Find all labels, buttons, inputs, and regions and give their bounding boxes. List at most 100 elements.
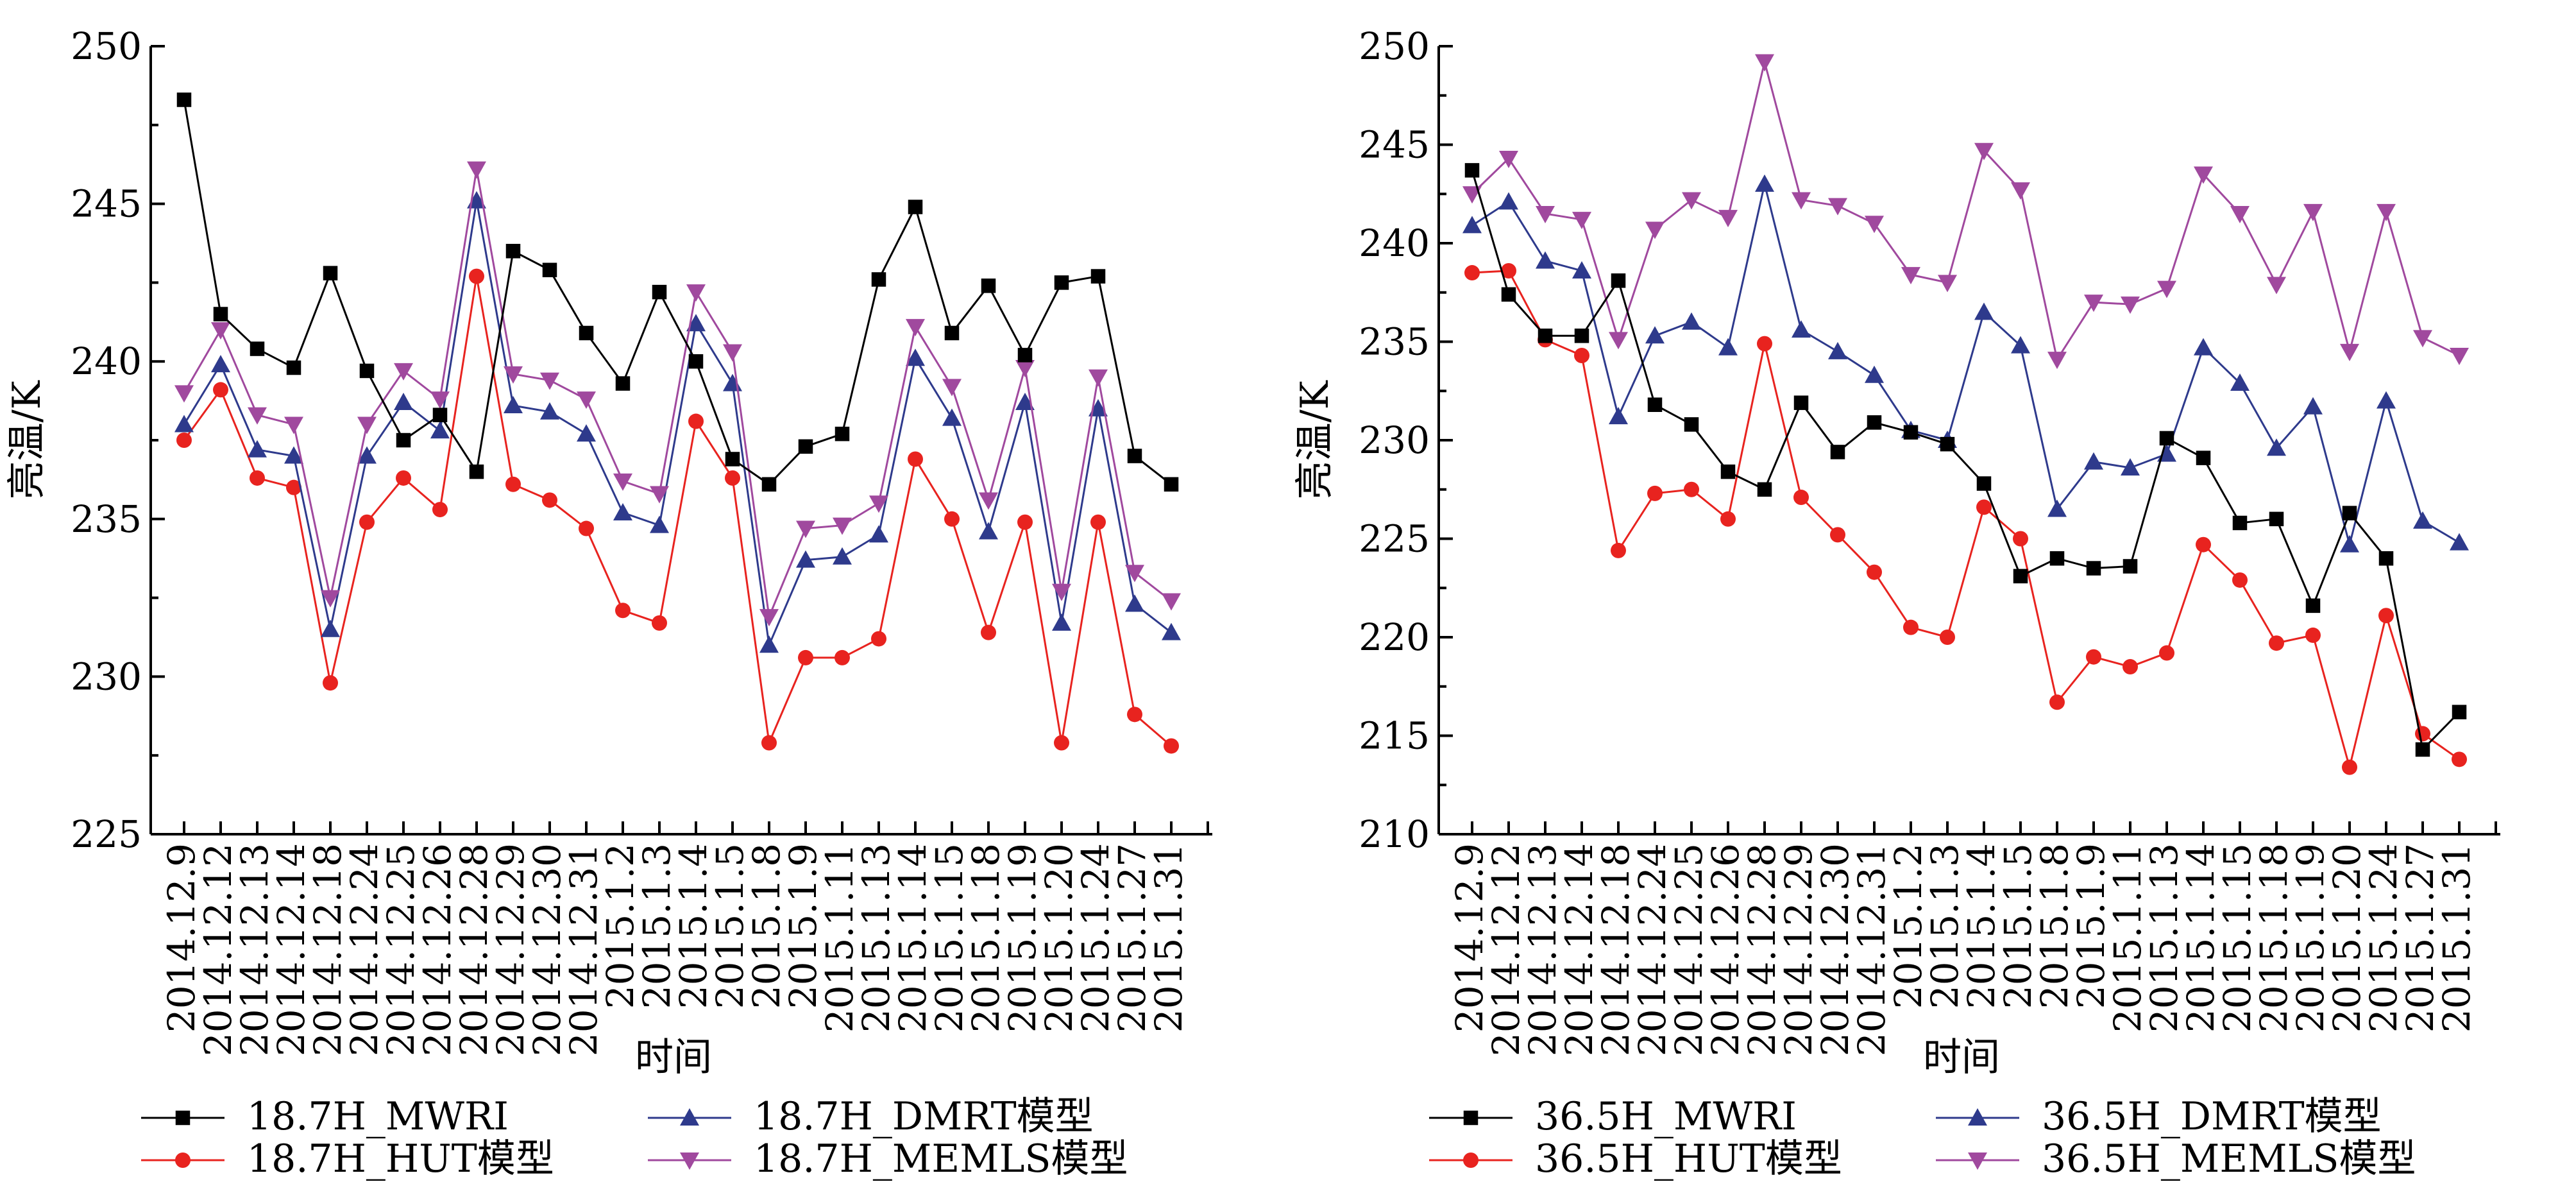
data-point	[2413, 330, 2432, 348]
data-point	[2011, 182, 2030, 200]
data-point	[1572, 261, 1591, 278]
legend-marker	[680, 1108, 699, 1126]
data-point	[1125, 565, 1144, 583]
data-point	[725, 452, 740, 467]
data-point	[213, 307, 228, 321]
data-point	[1017, 348, 1033, 363]
x-tick-label: 2015.1.9	[781, 843, 825, 1009]
x-tick-label: 2014.12.12	[196, 843, 240, 1056]
data-point	[1940, 630, 1955, 645]
data-point	[248, 407, 267, 425]
data-point	[2450, 347, 2469, 365]
data-point	[1645, 326, 1665, 344]
data-point	[1793, 490, 1809, 506]
x-tick-label: 2014.12.18	[1594, 843, 1638, 1056]
data-point	[323, 675, 338, 691]
data-point	[286, 479, 301, 495]
legend-label: 18.7H_HUT模型	[247, 1136, 554, 1181]
data-point	[979, 522, 998, 540]
data-point	[2452, 751, 2467, 767]
data-point	[981, 278, 996, 293]
data-point	[1609, 332, 1628, 350]
data-point	[1903, 425, 1919, 440]
legend-marker	[1463, 1152, 1479, 1168]
data-point	[942, 408, 962, 426]
x-tick-label: 2015.1.20	[1037, 843, 1081, 1032]
data-point	[759, 635, 779, 653]
data-point	[2194, 166, 2213, 184]
x-tick-label: 2014.12.18	[306, 843, 350, 1056]
series-line	[183, 99, 1172, 486]
data-point	[357, 446, 377, 464]
data-point	[1015, 393, 1035, 411]
data-point	[1755, 174, 1774, 192]
data-point	[321, 619, 340, 637]
legend-label: 36.5H_MEMLS模型	[2042, 1136, 2416, 1181]
data-point	[1720, 464, 1736, 479]
data-point	[1536, 205, 1555, 223]
x-tick-label: 2014.12.30	[1813, 843, 1857, 1056]
data-point	[1901, 267, 1920, 285]
data-point	[652, 284, 667, 300]
data-point	[2049, 694, 2065, 710]
legend-marker	[1968, 1108, 1987, 1126]
x-tick-label: 2015.1.27	[1110, 843, 1154, 1032]
data-point	[833, 547, 852, 565]
data-point	[725, 470, 740, 486]
data-point	[1682, 192, 1701, 210]
legend-label: 18.7H_MWRI	[247, 1094, 509, 1139]
data-point	[2342, 759, 2357, 775]
data-point	[652, 615, 667, 631]
data-point	[1867, 415, 1882, 430]
series-line	[183, 169, 1172, 621]
data-point	[1755, 54, 1774, 72]
data-point	[1828, 341, 1847, 359]
data-point	[1499, 192, 1518, 210]
data-point	[1684, 417, 1699, 432]
data-point	[871, 272, 886, 287]
legend-item: 18.7H_MEMLS模型	[648, 1136, 1128, 1181]
x-axis-title: 时间	[1923, 1035, 2000, 1080]
data-point	[1757, 336, 1772, 352]
legend-label: 18.7H_MEMLS模型	[754, 1136, 1128, 1181]
data-point	[1017, 514, 1033, 530]
x-tick-label: 2015.1.15	[928, 843, 971, 1032]
legend-item: 36.5H_MEMLS模型	[1936, 1136, 2416, 1181]
data-point	[321, 590, 340, 608]
data-point	[284, 446, 303, 464]
data-point	[1054, 275, 1069, 290]
data-point	[2340, 343, 2359, 361]
data-point	[871, 631, 886, 647]
y-tick-label: 250	[1359, 24, 1430, 68]
data-point	[323, 266, 338, 280]
data-point	[1757, 482, 1772, 497]
data-point	[1903, 619, 1919, 635]
legend-item: 18.7H_HUT模型	[141, 1136, 554, 1181]
data-point	[504, 395, 523, 413]
x-tick-label: 2015.1.18	[964, 843, 1008, 1032]
data-point	[723, 373, 742, 391]
data-point	[1682, 312, 1701, 330]
x-tick-label: 2014.12.25	[1667, 843, 1711, 1056]
x-axis-title: 时间	[635, 1035, 712, 1080]
x-tick-label: 2015.1.2	[1886, 843, 1930, 1009]
y-tick-label: 235	[71, 497, 142, 541]
data-point	[1976, 476, 1992, 491]
data-point	[2086, 649, 2101, 665]
data-point	[396, 470, 411, 486]
y-tick-label: 215	[1359, 714, 1430, 758]
data-point	[577, 391, 596, 409]
legend-item: 36.5H_MWRI	[1429, 1094, 1797, 1139]
data-point	[2452, 705, 2467, 719]
data-point	[1974, 142, 1994, 160]
data-point	[396, 433, 411, 448]
x-tick-label: 2014.12.24	[343, 843, 386, 1056]
data-point	[432, 502, 448, 518]
data-point	[1574, 329, 1589, 343]
legend-item: 36.5H_HUT模型	[1429, 1136, 1842, 1181]
data-point	[432, 407, 448, 422]
series-line	[1471, 62, 2460, 363]
data-point	[761, 477, 777, 492]
data-point	[430, 421, 450, 439]
data-point	[1940, 436, 1955, 452]
